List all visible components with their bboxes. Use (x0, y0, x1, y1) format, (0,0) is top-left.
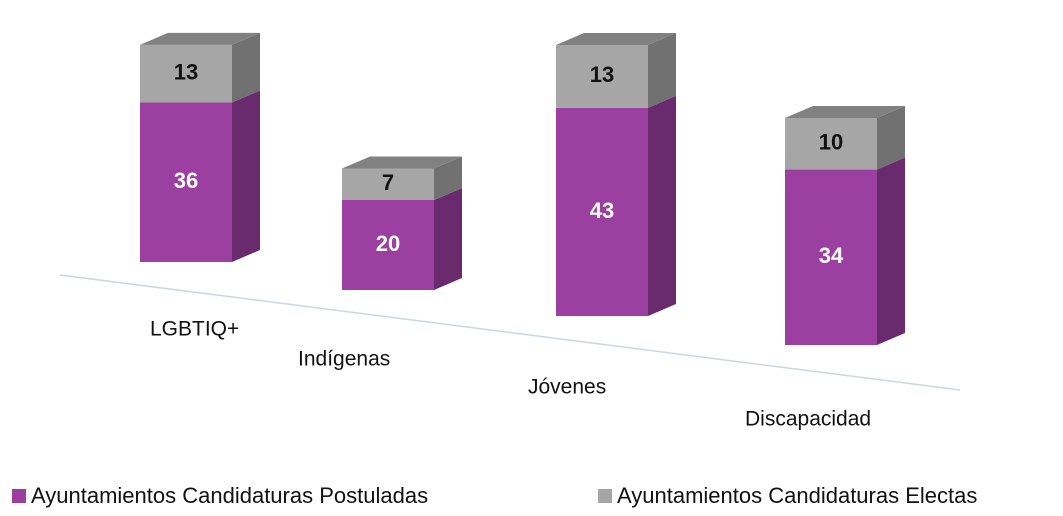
legend-swatch (12, 489, 26, 503)
legend-label: Ayuntamientos Candidaturas Electas (617, 483, 977, 508)
bar-side (232, 90, 260, 263)
bar-segment (140, 32, 260, 103)
bar-top (785, 105, 905, 118)
bar-side (877, 105, 905, 170)
bar-front (785, 169, 877, 345)
data-label: 20 (376, 231, 400, 256)
bar-front (556, 107, 648, 316)
legend-label: Ayuntamientos Candidaturas Postuladas (31, 483, 428, 508)
bar-top (342, 156, 462, 169)
bar-front (785, 117, 877, 170)
bar-segment (556, 32, 676, 108)
data-label: 7 (382, 170, 394, 195)
floor-line (59, 274, 961, 391)
bar-segment (342, 188, 462, 290)
bar-front (140, 102, 232, 263)
bar-front (140, 44, 232, 103)
bar-top (140, 32, 260, 45)
bar-segment (785, 157, 905, 345)
x-tick-label: Discapacidad (745, 408, 871, 431)
data-label: 34 (819, 243, 844, 268)
x-tick-label: Jóvenes (528, 376, 606, 399)
bar-side (877, 157, 905, 345)
bar-side (232, 32, 260, 103)
data-label: 13 (590, 62, 614, 87)
bar-side (648, 32, 676, 108)
x-tick-label: LGBTIQ+ (150, 318, 239, 341)
bar-top (556, 32, 676, 45)
bar-side (434, 188, 462, 290)
bar-side (648, 95, 676, 316)
bar-front (342, 168, 434, 200)
bar-segment (140, 90, 260, 263)
data-label: 43 (590, 198, 614, 223)
data-label: 10 (819, 130, 843, 155)
bar-segment (342, 156, 462, 200)
bar-front (342, 200, 434, 290)
legend-swatch (598, 489, 612, 503)
x-tick-label: Indígenas (298, 348, 390, 371)
data-label: 13 (174, 60, 198, 85)
bar-front (556, 44, 648, 108)
bar-segment (785, 105, 905, 170)
bar-segment (556, 95, 676, 316)
data-label: 36 (174, 168, 198, 193)
bar-side (434, 156, 462, 200)
